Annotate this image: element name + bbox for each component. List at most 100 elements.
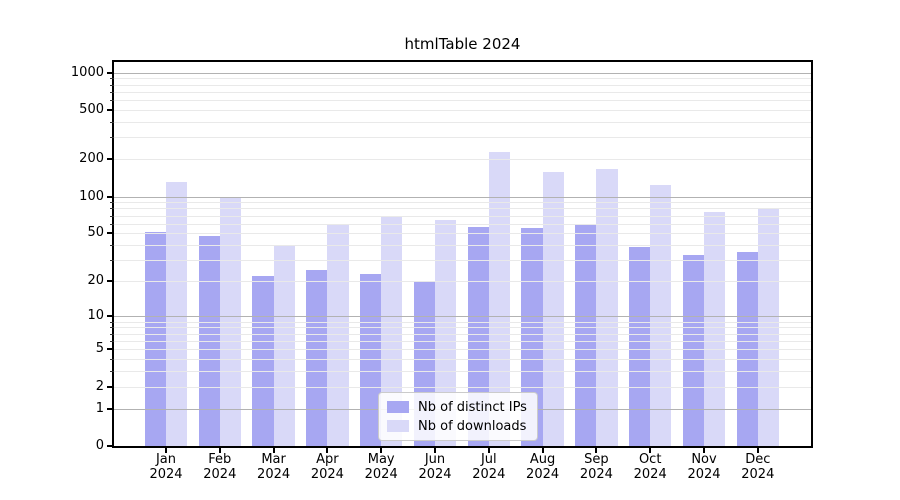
y-tick-10 xyxy=(107,315,114,318)
x-label-month: Dec xyxy=(745,452,771,467)
gridline-minor-700 xyxy=(114,91,811,93)
y-tick-200 xyxy=(107,158,114,161)
x-label-month: Sep xyxy=(584,452,609,467)
y-minor-tick-70 xyxy=(110,215,114,217)
x-tick-apr xyxy=(326,448,329,453)
x-tick-label-aug: Aug 2024 xyxy=(513,452,573,482)
legend-item-distinct-ips: Nb of distinct IPs xyxy=(387,399,527,415)
x-label-year: 2024 xyxy=(579,467,613,482)
x-tick-label-may: May 2024 xyxy=(351,452,411,482)
x-tick-label-apr: Apr 2024 xyxy=(297,452,357,482)
x-tick-dec xyxy=(756,448,759,453)
x-label-month: Mar xyxy=(261,452,286,467)
y-minor-tick-8 xyxy=(110,327,114,329)
legend-swatch-distinct-ips xyxy=(387,401,409,413)
x-label-month: Jul xyxy=(480,452,497,467)
gridline-minor-40 xyxy=(114,245,811,247)
gridline-minor-900 xyxy=(114,78,811,80)
y-minor-tick-6 xyxy=(110,340,114,342)
gridline-minor-60 xyxy=(114,223,811,225)
y-minor-tick-700 xyxy=(110,91,114,93)
gridline-minor-80 xyxy=(114,208,811,210)
y-tick-20 xyxy=(107,280,114,283)
gridline-minor-8 xyxy=(114,327,811,329)
x-tick-feb xyxy=(218,448,221,453)
y-minor-tick-4 xyxy=(110,358,114,360)
x-label-month: Feb xyxy=(208,452,232,467)
gridline-minor-600 xyxy=(114,100,811,102)
y-minor-tick-60 xyxy=(110,223,114,225)
y-tick-5 xyxy=(107,348,114,351)
y-minor-tick-30 xyxy=(110,260,114,262)
x-label-month: Apr xyxy=(316,452,339,467)
gridline-minor-4 xyxy=(114,358,811,360)
y-tick-100 xyxy=(107,195,114,198)
x-tick-label-nov: Nov 2024 xyxy=(674,452,734,482)
y-minor-tick-3 xyxy=(110,371,114,373)
x-label-month: Jan xyxy=(155,452,177,467)
x-label-year: 2024 xyxy=(741,467,775,482)
bar-nb-of-distinct-ips-apr xyxy=(306,269,328,446)
chart-title: htmlTable 2024 xyxy=(404,35,521,53)
legend: Nb of distinct IPs Nb of downloads xyxy=(378,392,538,441)
bar-nb-of-downloads-jan xyxy=(166,182,188,446)
y-tick-0 xyxy=(107,445,114,447)
y-tick-label-200: 200 xyxy=(79,151,104,167)
x-label-year: 2024 xyxy=(203,467,237,482)
y-minor-tick-7 xyxy=(110,333,114,335)
x-label-year: 2024 xyxy=(472,467,506,482)
bar-nb-of-distinct-ips-nov xyxy=(682,255,704,446)
y-tick-label-50: 50 xyxy=(87,225,104,241)
gridline-minor-90 xyxy=(114,202,811,204)
y-tick-50 xyxy=(107,232,114,235)
bar-nb-of-distinct-ips-jan xyxy=(144,232,166,446)
bar-nb-of-downloads-oct xyxy=(650,184,672,446)
y-minor-tick-600 xyxy=(110,100,114,102)
bar-nb-of-downloads-mar xyxy=(273,245,295,446)
legend-label-distinct-ips: Nb of distinct IPs xyxy=(418,399,527,415)
x-tick-label-mar: Mar 2024 xyxy=(244,452,304,482)
x-tick-aug xyxy=(541,448,544,453)
y-tick-label-1000: 1000 xyxy=(70,64,104,80)
x-label-month: Jun xyxy=(424,452,446,467)
x-tick-nov xyxy=(703,448,705,453)
y-tick-label-500: 500 xyxy=(79,101,104,117)
y-minor-tick-800 xyxy=(110,84,114,86)
gridline-minor-9 xyxy=(114,321,811,323)
y-minor-tick-900 xyxy=(110,78,114,80)
gridline-minor-70 xyxy=(114,215,811,217)
y-tick-1 xyxy=(107,407,114,410)
y-minor-tick-9 xyxy=(110,321,114,323)
gridline-minor-5 xyxy=(114,349,811,351)
x-tick-oct xyxy=(649,448,652,453)
x-label-year: 2024 xyxy=(149,467,183,482)
y-tick-500 xyxy=(107,108,114,111)
y-minor-tick-90 xyxy=(110,202,114,204)
gridline-minor-7 xyxy=(114,333,811,335)
bar-nb-of-distinct-ips-sep xyxy=(575,223,597,446)
bar-nb-of-downloads-aug xyxy=(542,171,564,446)
bar-nb-of-distinct-ips-oct xyxy=(628,246,651,446)
x-tick-jan xyxy=(165,448,167,453)
y-tick-label-10: 10 xyxy=(87,308,104,324)
y-tick-label-1: 1 xyxy=(95,400,104,416)
x-label-month: Nov xyxy=(691,452,717,467)
y-tick-1000 xyxy=(107,71,114,74)
x-tick-label-jul: Jul 2024 xyxy=(459,452,519,482)
x-label-year: 2024 xyxy=(687,467,721,482)
gridline-minor-6 xyxy=(114,340,811,342)
bar-nb-of-downloads-feb xyxy=(219,196,242,446)
x-tick-label-oct: Oct 2024 xyxy=(620,452,680,482)
y-minor-tick-40 xyxy=(110,245,114,247)
legend-label-downloads: Nb of downloads xyxy=(418,418,527,434)
plot-area xyxy=(112,60,813,448)
gridline-minor-2 xyxy=(114,386,811,388)
y-tick-label-0: 0 xyxy=(95,438,104,453)
y-tick-label-20: 20 xyxy=(87,273,104,289)
y-tick-label-5: 5 xyxy=(95,341,104,357)
bar-nb-of-distinct-ips-aug xyxy=(521,228,543,446)
bar-nb-of-downloads-nov xyxy=(704,211,726,446)
legend-swatch-downloads xyxy=(387,420,409,432)
y-tick-label-100: 100 xyxy=(79,188,104,204)
